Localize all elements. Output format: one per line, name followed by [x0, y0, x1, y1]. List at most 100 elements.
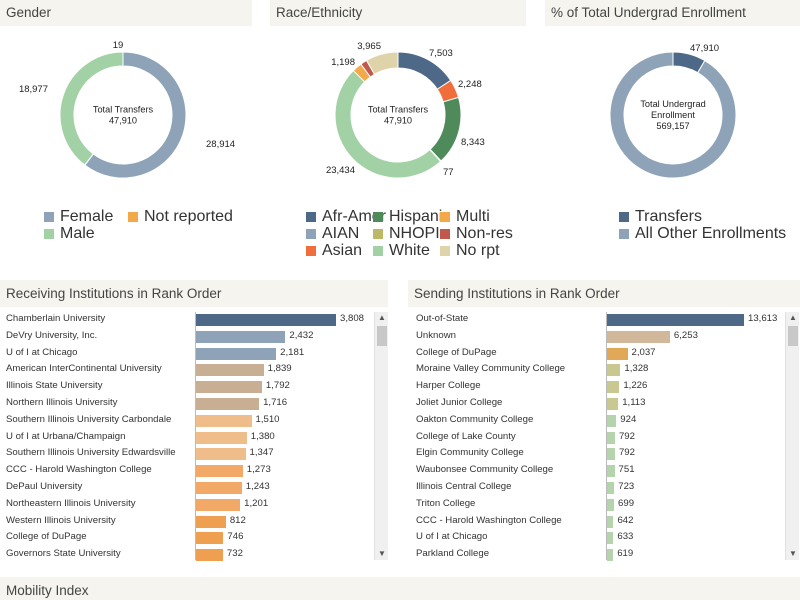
institution-name: DeVry University, Inc. — [6, 329, 98, 341]
legend-swatch — [306, 212, 316, 222]
institution-row[interactable]: CCC - Harold Washington College 1,273 — [0, 463, 372, 479]
transfer-count-bar[interactable] — [607, 515, 614, 528]
legend-item[interactable]: Hispanic — [373, 209, 450, 225]
legend-item[interactable]: AIAN — [306, 226, 359, 242]
transfer-count-bar[interactable] — [196, 532, 224, 545]
transfer-count-bar[interactable] — [196, 515, 226, 528]
transfer-count-bar[interactable] — [607, 465, 615, 478]
institution-row[interactable]: U of I at Urbana/Champaign 1,380 — [0, 430, 372, 446]
institution-row[interactable]: DePaul University 1,243 — [0, 480, 372, 496]
transfer-count-bar[interactable] — [607, 549, 614, 562]
institution-row[interactable]: Unknown 6,253 — [410, 329, 784, 345]
institution-row[interactable]: Illinois State University 1,792 — [0, 379, 372, 395]
legend-item[interactable]: No rpt — [440, 243, 500, 259]
transfer-count-bar[interactable] — [607, 381, 620, 394]
institution-row[interactable]: Elgin Community College 792 — [410, 446, 784, 462]
scroll-down-icon[interactable]: ▼ — [789, 549, 797, 558]
institution-row[interactable]: Oakton Community College 924 — [410, 413, 784, 429]
transfer-count-bar[interactable] — [196, 381, 262, 394]
legend-item[interactable]: Transfers — [619, 209, 702, 225]
legend-item[interactable]: NHOPI — [373, 226, 440, 242]
transfer-count-bar[interactable] — [607, 448, 615, 461]
institution-row[interactable]: Parkland College 619 — [410, 547, 784, 562]
transfer-count-bar[interactable] — [607, 330, 670, 343]
transfer-count-value: 1,839 — [267, 363, 292, 375]
institution-row[interactable]: Triton College 699 — [410, 497, 784, 513]
institution-row[interactable]: College of DuPage 746 — [0, 530, 372, 546]
transfer-count-bar[interactable] — [607, 398, 619, 410]
institution-row[interactable]: Moraine Valley Community College 1,328 — [410, 362, 784, 378]
legend-item[interactable]: Asian — [306, 243, 362, 259]
institution-row[interactable]: College of Lake County 792 — [410, 430, 784, 446]
transfer-count-bar[interactable] — [196, 330, 286, 343]
institution-row[interactable]: Southern Illinois University Edwardsvill… — [0, 446, 372, 462]
institution-name: Northern Illinois University — [6, 397, 118, 408]
institution-row[interactable]: Joliet Junior College 1,113 — [410, 396, 784, 412]
legend-item[interactable]: White — [373, 243, 430, 259]
institution-row[interactable]: CCC - Harold Washington College 642 — [410, 514, 784, 530]
institution-row[interactable]: DeVry University, Inc. 2,432 — [0, 329, 372, 345]
transfer-count-bar[interactable] — [196, 398, 260, 410]
legend-item[interactable]: Multi — [440, 209, 490, 225]
institution-row[interactable]: Out-of-State 13,613 — [410, 312, 784, 328]
institution-row[interactable]: U of I at Chicago 633 — [410, 530, 784, 546]
transfer-count-bar[interactable] — [196, 364, 264, 377]
transfer-count-value: 1,273 — [246, 464, 271, 476]
transfer-count-bar[interactable] — [196, 414, 252, 427]
transfer-count-bar[interactable] — [196, 482, 242, 494]
transfer-count-bar[interactable] — [196, 549, 223, 562]
transfer-count-bar[interactable] — [196, 347, 277, 360]
institution-row[interactable]: Waubonsee Community College 751 — [410, 463, 784, 479]
legend-label: Male — [60, 225, 95, 242]
legend-item[interactable]: Male — [44, 225, 95, 242]
transfer-count-bar[interactable] — [607, 498, 615, 511]
donut-slice-all-other-enrollments[interactable] — [609, 51, 737, 179]
transfer-count-bar[interactable] — [196, 431, 247, 444]
transfer-count-bar[interactable] — [607, 482, 615, 494]
institution-row[interactable]: U of I at Chicago 2,181 — [0, 346, 372, 362]
sending-scrollbar[interactable]: ▲ ▼ — [785, 312, 799, 560]
legend-item[interactable]: Not reported — [128, 209, 233, 225]
institution-row[interactable]: Northeastern Illinois University 1,201 — [0, 497, 372, 513]
legend-item[interactable]: Female — [44, 209, 113, 225]
donut-slice-male[interactable] — [59, 51, 124, 166]
transfer-count-bar[interactable] — [607, 314, 744, 326]
donut-slice-no-rpt[interactable] — [365, 51, 399, 75]
legend-item[interactable]: Non-res — [440, 226, 513, 242]
transfer-count-bar[interactable] — [607, 532, 614, 545]
institution-row[interactable]: Western Illinois University 812 — [0, 514, 372, 530]
institution-row[interactable]: Chamberlain University 3,808 — [0, 312, 372, 328]
donut-slice-female[interactable] — [84, 51, 187, 179]
institution-row[interactable]: Illinois Central College 723 — [410, 480, 784, 496]
transfer-count-bar[interactable] — [607, 431, 615, 444]
scroll-up-icon[interactable]: ▲ — [378, 313, 386, 322]
institution-row[interactable]: College of DuPage 2,037 — [410, 346, 784, 362]
scroll-thumb[interactable] — [788, 326, 798, 346]
scroll-down-icon[interactable]: ▼ — [378, 549, 386, 558]
institution-name: U of I at Chicago — [416, 531, 488, 543]
legend-swatch — [440, 212, 450, 222]
donut-slice-hispanic[interactable] — [429, 96, 462, 162]
institution-row[interactable]: Southern Illinois University Carbondale 1… — [0, 413, 372, 429]
transfer-count-bar[interactable] — [607, 364, 621, 377]
institution-row[interactable]: Governors State University 732 — [0, 547, 372, 562]
transfer-count-bar[interactable] — [607, 347, 628, 360]
mobility-panel-title: Mobility Index — [0, 577, 800, 600]
scroll-up-icon[interactable]: ▲ — [789, 313, 797, 322]
transfer-count-bar[interactable] — [196, 498, 241, 511]
institution-name: Moraine Valley Community College — [416, 363, 566, 375]
transfer-count-bar[interactable] — [607, 414, 617, 427]
legend-item[interactable]: All Other Enrollments — [619, 226, 786, 242]
transfer-count-bar[interactable] — [196, 465, 243, 478]
institution-row[interactable]: Northern Illinois University 1,716 — [0, 396, 372, 412]
sending-institutions-list[interactable]: Out-of-State 13,613 Unknown 6,253 College of… — [410, 312, 784, 562]
receiving-scrollbar[interactable]: ▲ ▼ — [374, 312, 388, 560]
legend-item[interactable]: Afr-Amer — [306, 209, 386, 225]
institution-row[interactable]: Harper College 1,226 — [410, 379, 784, 395]
receiving-institutions-list[interactable]: Chamberlain University 3,808 DeVry Univers… — [0, 312, 372, 562]
slice-value-label: 18,977 — [19, 84, 48, 95]
transfer-count-bar[interactable] — [196, 314, 336, 326]
transfer-count-bar[interactable] — [196, 448, 246, 461]
institution-row[interactable]: American InterContinental University 1,83… — [0, 362, 372, 378]
scroll-thumb[interactable] — [377, 326, 387, 346]
